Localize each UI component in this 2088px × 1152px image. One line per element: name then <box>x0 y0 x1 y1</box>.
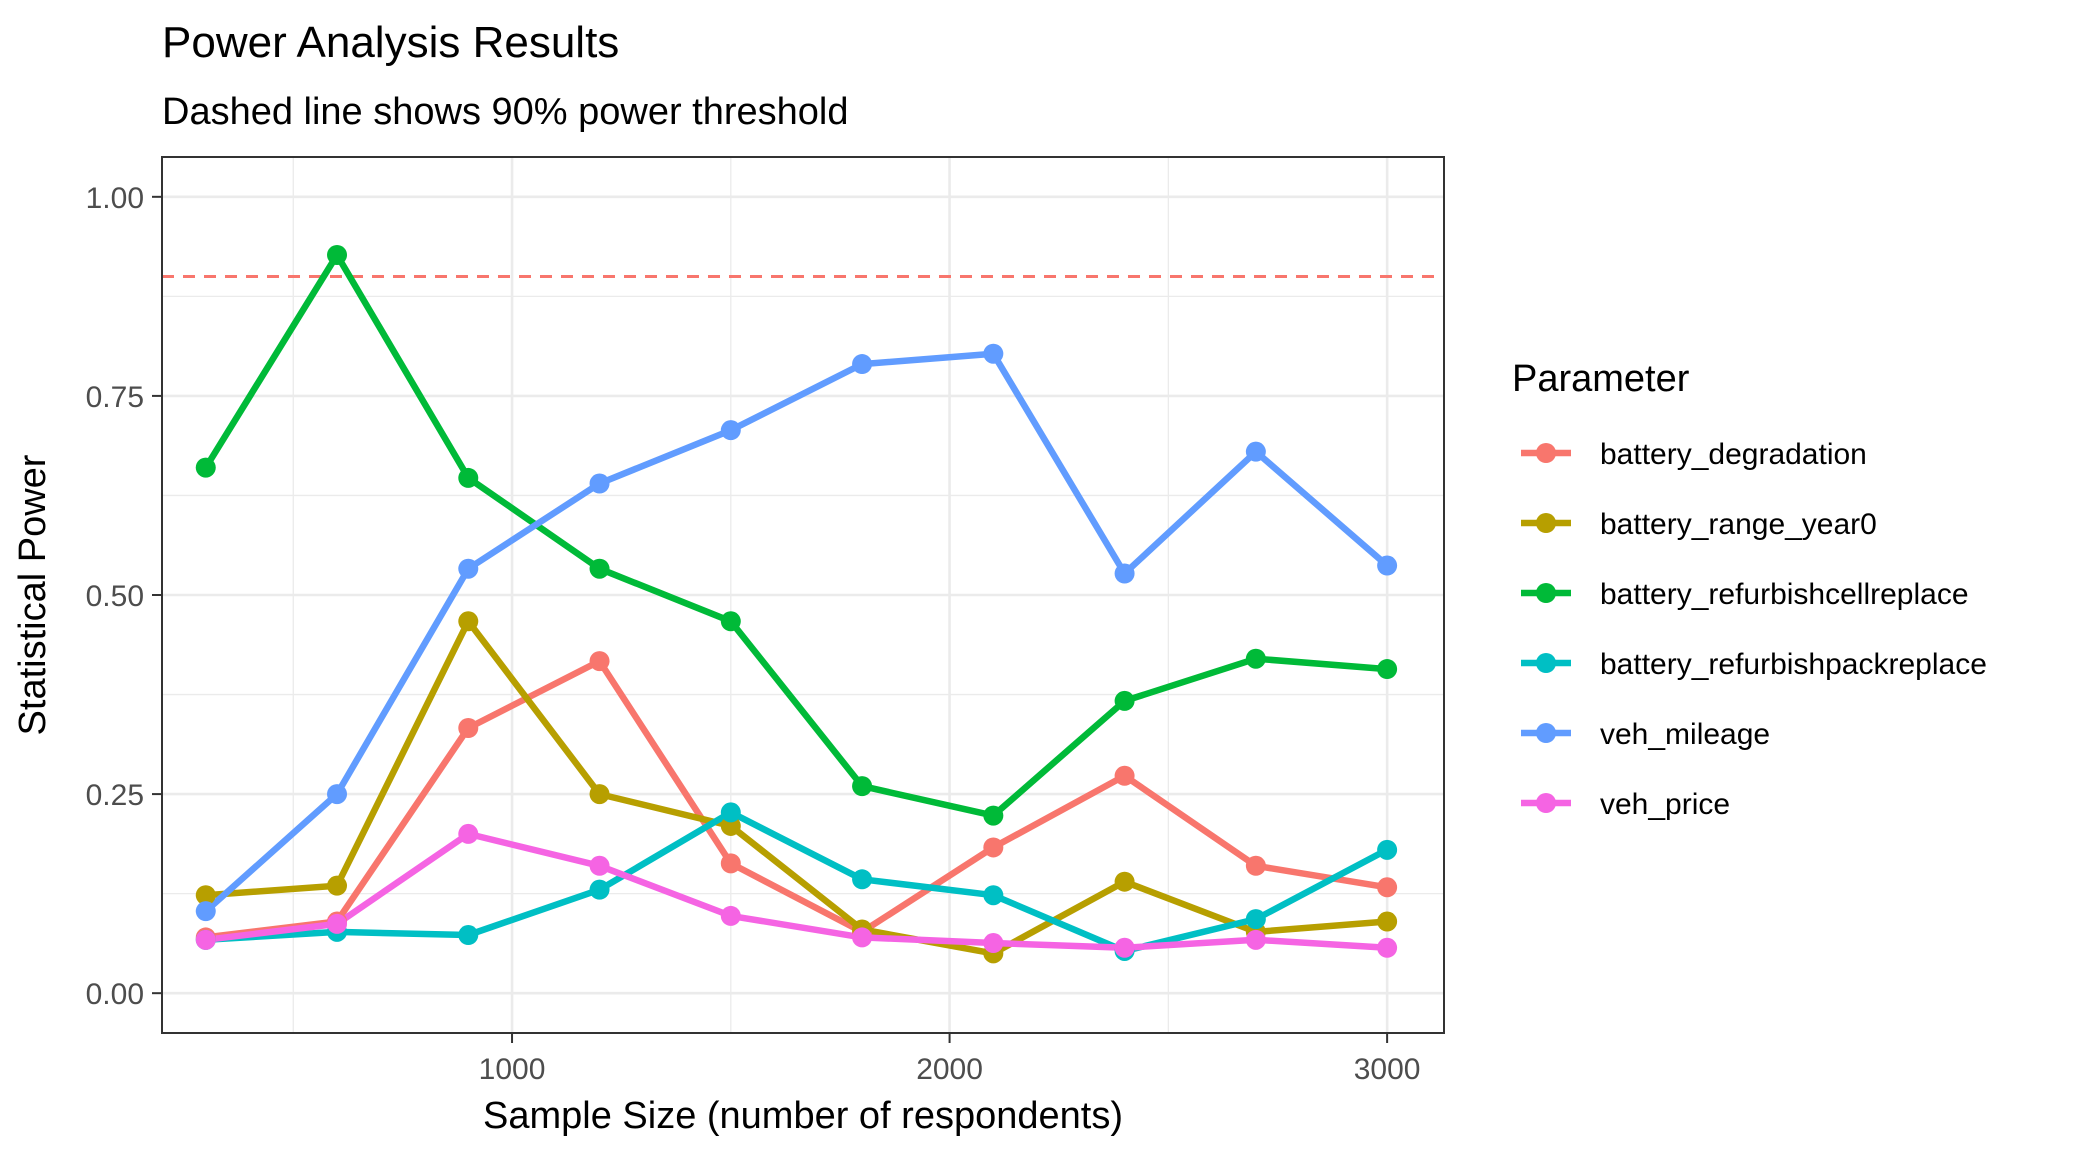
x-axis: 1000 2000 3000 <box>479 1033 1421 1086</box>
data-point-battery-degradation <box>1377 877 1398 898</box>
data-point-battery-refurbishpackreplace <box>1245 909 1266 930</box>
data-point-battery-degradation <box>589 651 610 672</box>
chart-title: Power Analysis Results <box>162 18 619 67</box>
series-line-veh-mileage <box>202 350 1391 915</box>
data-point-battery-refurbishcellreplace <box>327 244 348 265</box>
data-point-battery-refurbishpackreplace <box>852 869 873 890</box>
legend-title: Parameter <box>1512 358 1690 400</box>
data-point-battery-refurbishcellreplace <box>1377 659 1398 680</box>
data-point-battery-range-year0 <box>1114 871 1135 892</box>
legend-label: veh_price <box>1600 788 1730 821</box>
legend-item-battery-range-year0: battery_range_year0 <box>1521 508 1877 541</box>
x-axis-title: Sample Size (number of respondents) <box>483 1095 1123 1137</box>
data-point-battery-refurbishpackreplace <box>983 885 1004 906</box>
legend: Parameter battery_degradation battery_ran… <box>1512 358 1987 821</box>
y-tick-label: 0.25 <box>86 779 144 812</box>
data-point-battery-refurbishcellreplace <box>1245 648 1266 669</box>
data-point-battery-refurbishcellreplace <box>983 805 1004 826</box>
data-point-battery-refurbishcellreplace <box>589 558 610 579</box>
data-point-battery-degradation <box>720 853 741 874</box>
data-point-battery-range-year0 <box>1377 911 1398 932</box>
data-point-veh-mileage <box>1114 563 1135 584</box>
data-point-battery-refurbishcellreplace <box>720 611 741 632</box>
legend-key-point <box>1536 653 1556 673</box>
legend-key-point <box>1536 723 1556 743</box>
data-point-veh-price <box>327 913 348 934</box>
y-tick-label: 0.75 <box>86 381 144 414</box>
legend-item-battery-degradation: battery_degradation <box>1521 438 1867 471</box>
data-point-battery-degradation <box>983 837 1004 858</box>
data-point-veh-price <box>983 933 1004 954</box>
data-point-battery-range-year0 <box>327 875 348 896</box>
x-tick-label: 3000 <box>1354 1053 1421 1086</box>
data-point-battery-range-year0 <box>458 611 479 632</box>
data-point-veh-mileage <box>1377 555 1398 576</box>
data-point-battery-refurbishpackreplace <box>1377 839 1398 860</box>
data-point-battery-refurbishcellreplace <box>852 776 873 797</box>
data-point-veh-mileage <box>589 473 610 494</box>
x-tick-label: 2000 <box>916 1053 983 1086</box>
legend-key-point <box>1536 793 1556 813</box>
data-point-battery-refurbishcellreplace <box>1114 690 1135 711</box>
data-point-veh-mileage <box>852 354 873 375</box>
series-line-battery-degradation <box>202 657 1391 941</box>
y-axis-title: Statistical Power <box>12 454 54 735</box>
data-point-battery-refurbishpackreplace <box>720 802 741 823</box>
legend-label: veh_mileage <box>1600 718 1770 751</box>
data-point-battery-range-year0 <box>195 885 216 906</box>
series-line-battery-range-year0 <box>202 618 1391 957</box>
data-point-veh-price <box>1114 937 1135 958</box>
data-point-veh-mileage <box>983 343 1004 364</box>
data-point-veh-mileage <box>195 901 216 922</box>
legend-item-veh-price: veh_price <box>1521 788 1730 821</box>
series-line-veh-price <box>202 830 1391 952</box>
series-line-battery-refurbishpackreplace <box>202 809 1391 955</box>
y-tick-label: 1.00 <box>86 182 144 215</box>
data-point-veh-mileage <box>720 420 741 441</box>
chart-subtitle: Dashed line shows 90% power threshold <box>162 91 849 133</box>
series-lines <box>202 251 1391 957</box>
legend-key-point <box>1536 513 1556 533</box>
data-point-battery-refurbishpackreplace <box>589 879 610 900</box>
data-point-veh-price <box>458 823 479 844</box>
data-point-veh-price <box>589 855 610 876</box>
y-axis: 0.00 0.25 0.50 0.75 1.00 <box>86 182 162 1011</box>
legend-label: battery_refurbishcellreplace <box>1600 578 1969 611</box>
y-tick-label: 0.50 <box>86 580 144 613</box>
data-point-battery-refurbishcellreplace <box>458 467 479 488</box>
data-point-veh-price <box>1245 929 1266 950</box>
data-point-veh-mileage <box>458 558 479 579</box>
legend-label: battery_refurbishpackreplace <box>1600 648 1987 681</box>
data-point-veh-price <box>1377 937 1398 958</box>
data-point-veh-price <box>852 927 873 948</box>
x-tick-label: 1000 <box>479 1053 546 1086</box>
legend-key-point <box>1536 443 1556 463</box>
legend-label: battery_range_year0 <box>1600 508 1877 541</box>
data-point-battery-refurbishcellreplace <box>195 457 216 478</box>
legend-label: battery_degradation <box>1600 438 1867 471</box>
data-point-battery-refurbishpackreplace <box>458 925 479 946</box>
data-point-veh-price <box>195 929 216 950</box>
series-line-battery-refurbishcellreplace <box>202 251 1391 819</box>
data-point-battery-range-year0 <box>589 784 610 805</box>
legend-item-battery-refurbishpackreplace: battery_refurbishpackreplace <box>1521 648 1987 681</box>
data-point-battery-degradation <box>458 717 479 738</box>
legend-item-battery-refurbishcellreplace: battery_refurbishcellreplace <box>1521 578 1969 611</box>
data-point-veh-price <box>720 905 741 926</box>
series-points <box>195 244 1398 964</box>
y-tick-label: 0.00 <box>86 978 144 1011</box>
legend-key-point <box>1536 583 1556 603</box>
data-point-battery-degradation <box>1114 765 1135 786</box>
data-point-veh-mileage <box>327 784 348 805</box>
data-point-battery-degradation <box>1245 855 1266 876</box>
data-point-veh-mileage <box>1245 441 1266 462</box>
legend-item-veh-mileage: veh_mileage <box>1521 718 1770 751</box>
